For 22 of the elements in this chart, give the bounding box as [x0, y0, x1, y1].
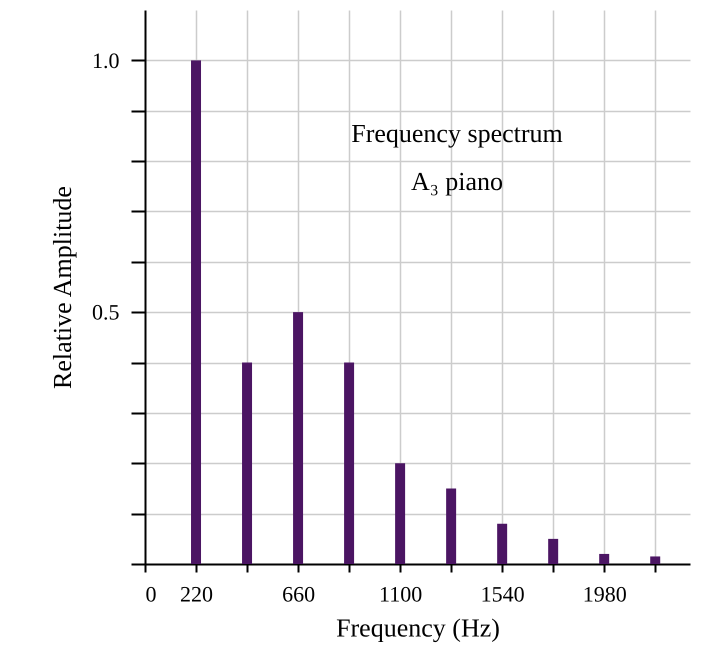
x-tick-label: 1100	[379, 582, 422, 606]
bar	[395, 463, 406, 564]
bar	[650, 556, 660, 564]
annotation: Frequency spectrum	[351, 119, 563, 148]
x-tick-label: 660	[282, 582, 316, 606]
x-tick-label: 0	[146, 582, 156, 606]
y-tick-label: 1.0	[92, 48, 120, 73]
bar	[191, 60, 202, 564]
bar	[344, 362, 354, 564]
bar	[548, 538, 558, 564]
x-tick-label: 1540	[480, 582, 525, 606]
annotation: A₃ piano	[410, 167, 504, 196]
bar	[242, 362, 252, 564]
x-tick-label: 1980	[582, 582, 627, 606]
bar	[293, 312, 304, 564]
y-axis-title: Relative Amplitude	[48, 186, 77, 389]
bar	[446, 488, 456, 564]
x-axis-title: Frequency (Hz)	[336, 614, 500, 642]
x-tick-label: 220	[180, 582, 214, 606]
bar	[599, 554, 610, 564]
y-tick-label: 0.5	[92, 300, 120, 325]
bar	[497, 524, 508, 564]
